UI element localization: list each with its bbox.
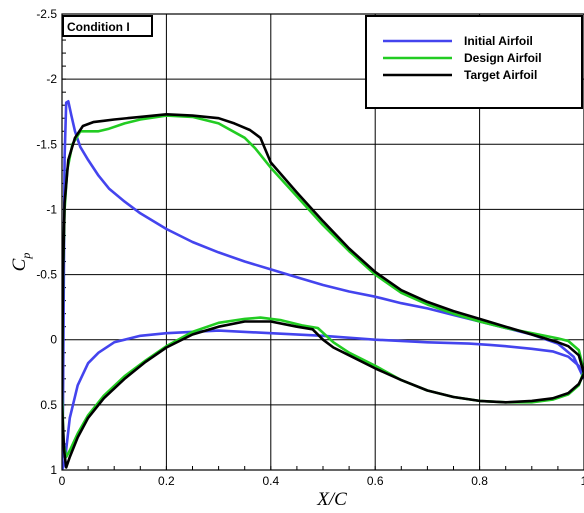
y-tick-label: -2 — [46, 72, 57, 86]
x-tick-label: 0.2 — [158, 474, 175, 488]
series-line-initial-airfoil — [62, 100, 584, 470]
legend-label-initial-airfoil: Initial Airfoil — [464, 34, 533, 48]
y-axis-title-sub: p — [19, 253, 33, 260]
x-tick-label: 1 — [581, 474, 584, 488]
condition-box-frame — [62, 15, 153, 37]
y-axis-title-main: Cp — [9, 253, 33, 272]
x-tick-label: 0.4 — [262, 474, 279, 488]
y-tick-labels: -2.5 -2 -1.5 -1 -0.5 0 0.5 1 — [36, 7, 57, 477]
x-tick-labels: 0 0.2 0.4 0.6 0.8 1 — [59, 474, 584, 488]
y-tick-label: -2.5 — [36, 7, 57, 21]
series-layer — [62, 100, 584, 470]
series-line-target-airfoil — [62, 113, 584, 469]
y-tick-label: 0.5 — [40, 398, 57, 412]
plot-frame — [61, 13, 584, 471]
legend-label-design-airfoil: Design Airfoil — [464, 51, 542, 65]
x-tick-label: 0.6 — [367, 474, 384, 488]
legend-label-target-airfoil: Target Airfoil — [464, 68, 537, 82]
condition-box: Condition I — [62, 15, 153, 37]
x-tick-label: 0 — [59, 474, 66, 488]
legend: Initial Airfoil Design Airfoil Target Airf… — [365, 15, 583, 109]
y-tick-label: 1 — [50, 463, 57, 477]
y-tick-label: -1.5 — [36, 137, 57, 151]
x-tick-label: 0.8 — [471, 474, 488, 488]
y-tick-label: 0 — [50, 333, 57, 347]
y-tick-label: -0.5 — [36, 268, 57, 282]
legend-frame — [365, 15, 583, 109]
x-axis-title: X/C — [316, 489, 347, 510]
y-axis-title: Cp — [9, 253, 33, 272]
condition-label: Condition I — [67, 20, 130, 34]
y-tick-label: -1 — [46, 202, 57, 216]
y-axis-title-c: C — [9, 258, 30, 271]
